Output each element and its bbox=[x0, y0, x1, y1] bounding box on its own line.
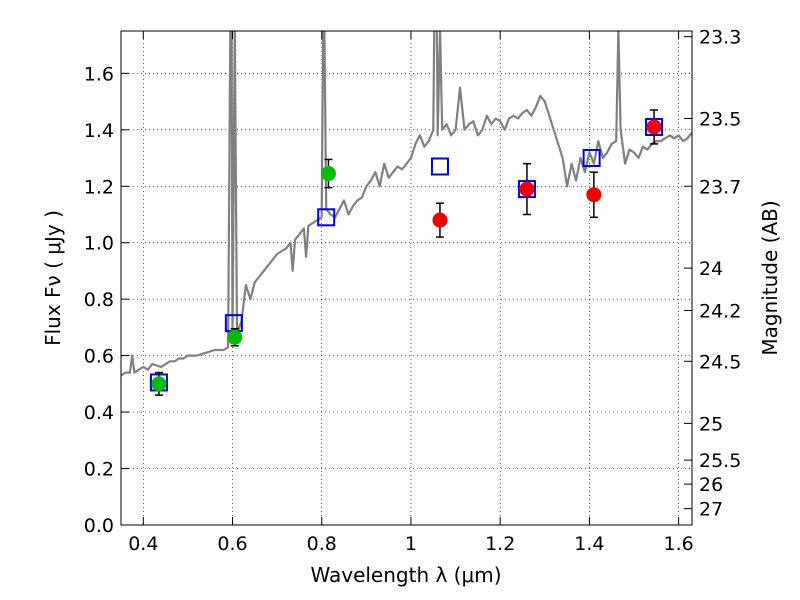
red-data-point bbox=[646, 119, 662, 135]
model-photometry-square bbox=[317, 208, 336, 227]
y-axis-title: Flux Fν ( μJy ) bbox=[41, 210, 65, 346]
y-tick-label: 1.2 bbox=[84, 176, 114, 198]
y-tick-label: 0.8 bbox=[84, 289, 114, 311]
y-tick-label: 0.2 bbox=[84, 459, 114, 481]
y2-tick-label: 27 bbox=[699, 499, 723, 521]
grid bbox=[121, 31, 692, 526]
x-tick-label: 0.6 bbox=[217, 533, 247, 555]
green-data-point bbox=[151, 376, 167, 392]
x-tick-label: 1.4 bbox=[574, 533, 604, 555]
red-data-point bbox=[586, 187, 602, 203]
plot-series bbox=[121, 31, 692, 396]
model-photometry-square bbox=[430, 157, 449, 176]
green-data-point bbox=[227, 329, 243, 345]
x-tick-label: 0.8 bbox=[307, 533, 337, 555]
green-data-point bbox=[320, 166, 336, 182]
x-axis-title: Wavelength λ (μm) bbox=[310, 563, 501, 587]
y2-tick-label: 23.7 bbox=[699, 176, 741, 198]
red-data-point bbox=[432, 212, 448, 228]
y2-tick-label: 26 bbox=[699, 474, 723, 496]
y-tick-label: 0.4 bbox=[84, 402, 114, 424]
y2-tick-label: 24.5 bbox=[699, 351, 741, 373]
y-tick-label: 1.6 bbox=[84, 63, 114, 85]
x-tick-label: 1.2 bbox=[485, 533, 515, 555]
x-tick-label: 1.6 bbox=[664, 533, 694, 555]
model-spectrum-line bbox=[121, 31, 692, 377]
ticks: 0.4 0.6 0.8 1 1.2 1.4 1.6 0.0 0.2 0.4 0.6 0.8 1.0 1.2… bbox=[84, 27, 742, 555]
red-data-point bbox=[519, 181, 535, 197]
y-tick-label: 0.0 bbox=[84, 515, 114, 537]
y2-tick-label: 24.2 bbox=[699, 300, 741, 322]
plot-frame bbox=[120, 30, 693, 526]
y-tick-label: 1.4 bbox=[84, 120, 114, 142]
y-tick-label: 1.0 bbox=[84, 233, 114, 255]
y2-axis-title: Magnitude (AB) bbox=[758, 200, 782, 355]
y2-tick-label: 24 bbox=[699, 258, 723, 280]
x-tick-label: 1 bbox=[405, 533, 417, 555]
model-photometry-square bbox=[582, 149, 601, 168]
model-photometry-square bbox=[517, 180, 536, 199]
y2-tick-label: 23.3 bbox=[699, 27, 741, 49]
y2-tick-label: 25.5 bbox=[699, 450, 741, 472]
x-tick-label: 0.4 bbox=[128, 533, 158, 555]
y2-tick-label: 23.5 bbox=[699, 109, 741, 131]
model-photometry-square bbox=[645, 117, 664, 136]
y2-tick-label: 25 bbox=[699, 413, 723, 435]
y-tick-label: 0.6 bbox=[84, 346, 114, 368]
